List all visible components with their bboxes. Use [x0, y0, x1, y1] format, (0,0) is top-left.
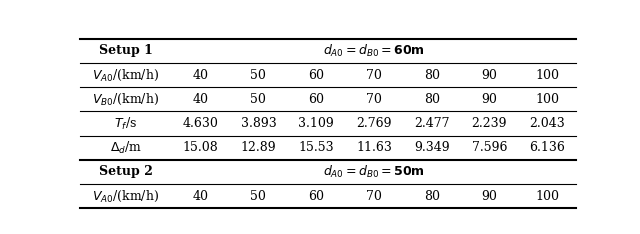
Text: 40: 40: [193, 69, 209, 82]
Text: 9.349: 9.349: [414, 141, 449, 154]
Text: 100: 100: [535, 93, 559, 106]
Text: 4.630: 4.630: [182, 117, 219, 130]
Text: 40: 40: [193, 93, 209, 106]
Text: 50: 50: [250, 69, 266, 82]
Text: Setup 2: Setup 2: [99, 165, 153, 179]
Text: $\mathit{\Delta}_d$/m: $\mathit{\Delta}_d$/m: [110, 140, 142, 156]
Text: 2.239: 2.239: [472, 117, 507, 130]
Text: $\mathit{V}_{A0}$/(km/h): $\mathit{V}_{A0}$/(km/h): [92, 68, 159, 83]
Text: 15.53: 15.53: [298, 141, 334, 154]
Text: 60: 60: [308, 69, 324, 82]
Text: 2.043: 2.043: [529, 117, 565, 130]
Text: 3.109: 3.109: [298, 117, 334, 130]
Text: 90: 90: [481, 93, 497, 106]
Text: 100: 100: [535, 69, 559, 82]
Text: 90: 90: [481, 69, 497, 82]
Text: 2.477: 2.477: [414, 117, 449, 130]
Text: $d_{A0} = d_{B0} = \mathbf{60m}$: $d_{A0} = d_{B0} = \mathbf{60m}$: [323, 43, 425, 59]
Text: 40: 40: [193, 190, 209, 203]
Text: Setup 1: Setup 1: [99, 44, 153, 58]
Text: 50: 50: [250, 93, 266, 106]
Text: 80: 80: [424, 69, 440, 82]
Text: 6.136: 6.136: [529, 141, 565, 154]
Text: 11.63: 11.63: [356, 141, 392, 154]
Text: 15.08: 15.08: [183, 141, 218, 154]
Text: 2.769: 2.769: [356, 117, 392, 130]
Text: 70: 70: [366, 190, 382, 203]
Text: 7.596: 7.596: [472, 141, 507, 154]
Text: 70: 70: [366, 69, 382, 82]
Text: 50: 50: [250, 190, 266, 203]
Text: 60: 60: [308, 93, 324, 106]
Text: 12.89: 12.89: [241, 141, 276, 154]
Text: 90: 90: [481, 190, 497, 203]
Text: $\mathit{T}_f$/s: $\mathit{T}_f$/s: [115, 116, 138, 132]
Text: $\mathit{V}_{A0}$/(km/h): $\mathit{V}_{A0}$/(km/h): [92, 189, 159, 204]
Text: $\mathit{V}_{B0}$/(km/h): $\mathit{V}_{B0}$/(km/h): [92, 92, 159, 107]
Text: 80: 80: [424, 190, 440, 203]
Text: $d_{A0} = d_{B0} = \mathbf{50m}$: $d_{A0} = d_{B0} = \mathbf{50m}$: [323, 164, 425, 180]
Text: 3.893: 3.893: [241, 117, 276, 130]
Text: 70: 70: [366, 93, 382, 106]
Text: 80: 80: [424, 93, 440, 106]
Text: 60: 60: [308, 190, 324, 203]
Text: 100: 100: [535, 190, 559, 203]
